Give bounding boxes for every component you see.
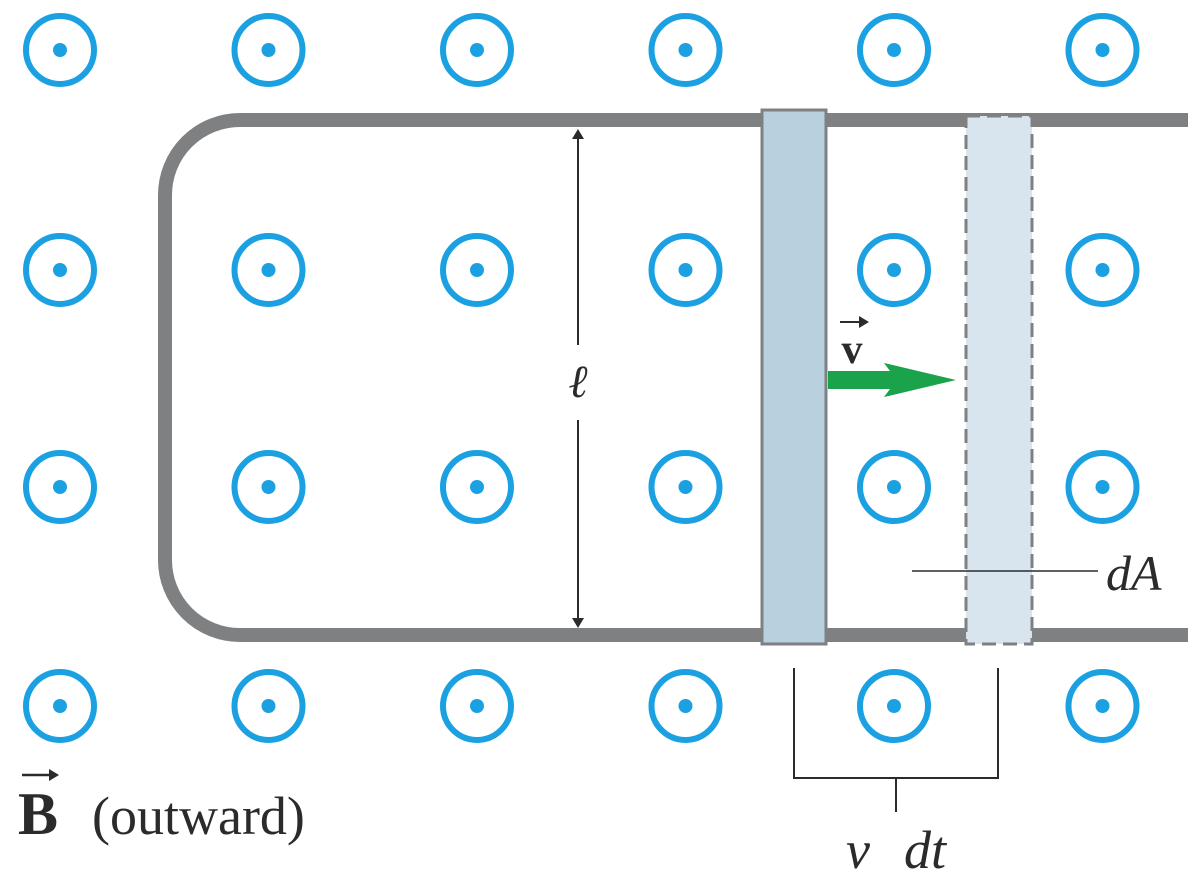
field-direction-label: (outward) xyxy=(92,786,305,846)
field-out-of-page-icon xyxy=(648,669,723,743)
field-out-of-page-icon xyxy=(857,13,931,87)
field-out-of-page-icon xyxy=(1065,13,1140,87)
displacement-label: v dt xyxy=(846,820,948,880)
field-out-of-page-icon xyxy=(648,233,723,307)
area-element-label: dA xyxy=(1106,545,1162,601)
field-out-of-page-icon xyxy=(440,233,514,307)
field-out-of-page-icon xyxy=(1065,450,1140,524)
field-out-of-page-icon xyxy=(440,669,514,743)
displacement-v: v xyxy=(846,820,870,880)
displacement-bracket xyxy=(793,668,999,812)
conducting-rod xyxy=(760,108,828,646)
magnetic-field-grid xyxy=(23,13,1140,743)
field-out-of-page-icon xyxy=(857,450,931,524)
field-out-of-page-icon xyxy=(648,13,723,87)
rod-later-position xyxy=(964,114,1034,646)
field-out-of-page-icon xyxy=(231,13,306,87)
field-out-of-page-icon xyxy=(440,13,514,87)
conducting-rails xyxy=(158,113,1188,642)
field-caption: B (outward) xyxy=(18,769,305,847)
field-out-of-page-icon xyxy=(1065,669,1140,743)
field-out-of-page-icon xyxy=(1065,233,1140,307)
field-out-of-page-icon xyxy=(648,450,723,524)
field-out-of-page-icon xyxy=(23,450,97,524)
field-symbol: B xyxy=(18,781,58,847)
length-label: ℓ xyxy=(568,356,588,407)
field-out-of-page-icon xyxy=(231,669,306,743)
field-out-of-page-icon xyxy=(440,450,514,524)
displacement-dt: dt xyxy=(904,820,948,880)
field-out-of-page-icon xyxy=(23,233,97,307)
velocity-vector: v xyxy=(828,316,956,397)
field-out-of-page-icon xyxy=(857,669,931,743)
right-arrow-icon xyxy=(828,363,956,397)
field-out-of-page-icon xyxy=(857,233,931,307)
field-out-of-page-icon xyxy=(23,13,97,87)
field-out-of-page-icon xyxy=(23,669,97,743)
field-out-of-page-icon xyxy=(231,233,306,307)
velocity-symbol: v xyxy=(842,327,863,373)
field-out-of-page-icon xyxy=(231,450,306,524)
